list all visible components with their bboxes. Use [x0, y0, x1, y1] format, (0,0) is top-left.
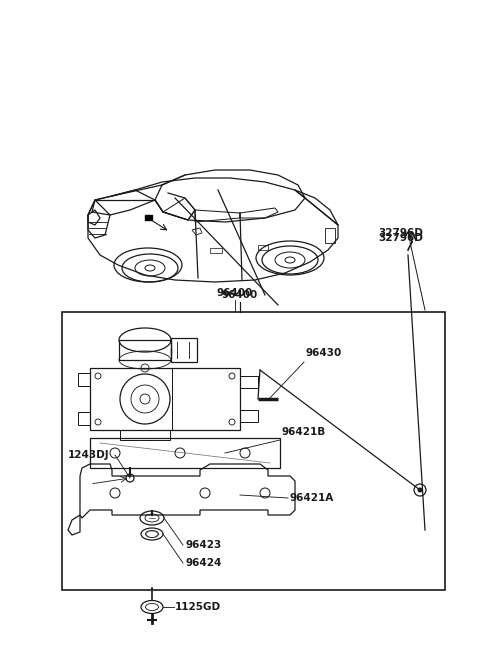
Bar	[325, 228, 335, 243]
Bar	[90, 438, 280, 468]
Text: 96400: 96400	[217, 288, 253, 298]
Bar	[210, 248, 222, 253]
Text: 96430: 96430	[305, 348, 341, 358]
Bar	[145, 215, 152, 220]
Text: 96421A: 96421A	[290, 493, 334, 503]
Text: 96424: 96424	[185, 558, 221, 568]
Bar	[119, 340, 171, 360]
Text: 1243DJ: 1243DJ	[68, 450, 109, 460]
Bar	[62, 312, 445, 590]
Bar	[258, 245, 268, 250]
Text: 1125GD: 1125GD	[175, 602, 221, 612]
Bar	[90, 368, 240, 430]
Text: 96400: 96400	[222, 290, 258, 300]
Circle shape	[418, 487, 422, 493]
Text: 96423: 96423	[185, 540, 221, 550]
Text: 32796D: 32796D	[378, 233, 423, 243]
Text: 96421B: 96421B	[282, 427, 326, 437]
Text: 32796D: 32796D	[378, 228, 423, 238]
